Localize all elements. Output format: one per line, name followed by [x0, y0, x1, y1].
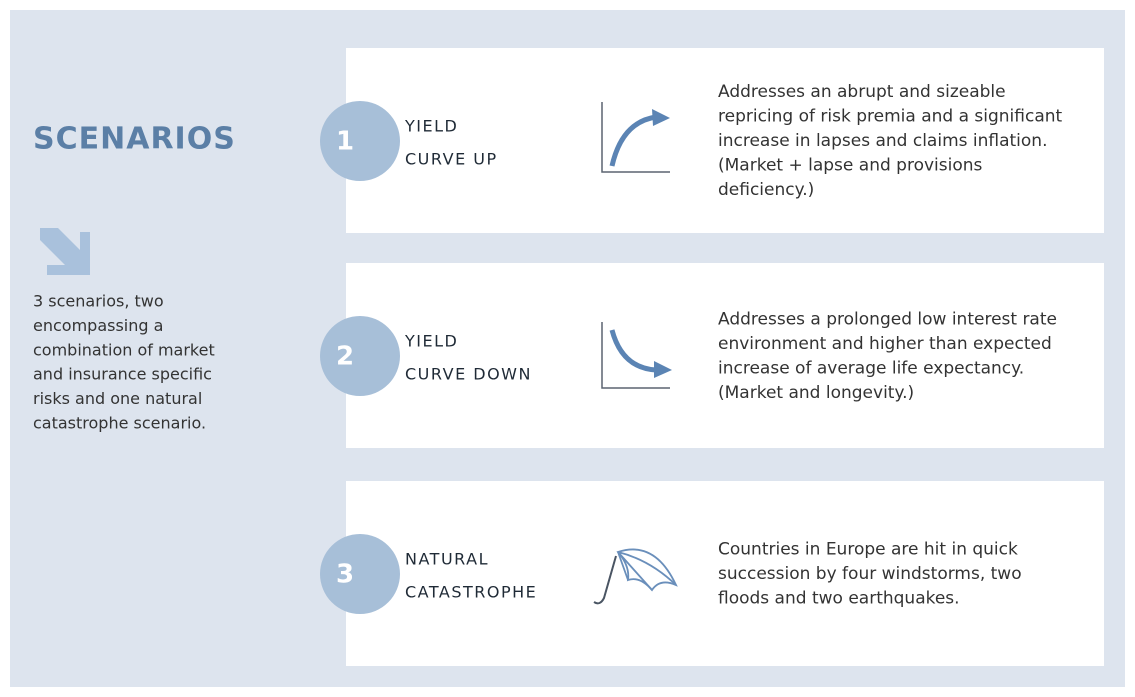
scenario-description: succession by four windstorms, two [718, 564, 1022, 584]
scenario-description: deficiency.) [718, 180, 814, 200]
scenario-description: (Market and longevity.) [718, 383, 914, 403]
sidebar-line: risks and one natural [33, 389, 202, 408]
scenario-card [346, 48, 1104, 233]
scenario-title: NATURAL [405, 550, 489, 569]
scenario-title: CURVE UP [405, 150, 498, 169]
number-badge [320, 316, 400, 396]
scenario-description: (Market + lapse and provisions [718, 156, 983, 176]
scenario-title: YIELD [404, 117, 458, 136]
scenario-description: Addresses a prolonged low interest rate [718, 309, 1057, 329]
scenario-description: environment and higher than expected [718, 334, 1052, 354]
scenario-description: Countries in Europe are hit in quick [718, 540, 1018, 560]
sidebar-line: 3 scenarios, two [33, 292, 164, 311]
scenario-number: 3 [336, 560, 354, 590]
icon-curve-down [601, 322, 672, 389]
scenario-number: 2 [336, 342, 354, 372]
scenario-number: 1 [336, 127, 354, 157]
scenario-card [346, 481, 1104, 666]
sidebar-line: encompassing a [33, 316, 163, 335]
sidebar: 3 scenarios, two encompassing a combinatio… [33, 292, 215, 433]
icon-umbrella [593, 548, 678, 605]
title: SCENARIOS [33, 122, 236, 157]
icon-curve-up [601, 102, 670, 173]
scenario-description: repricing of risk premia and a significa… [718, 107, 1063, 127]
scenario-title: CURVE DOWN [405, 365, 532, 384]
scenario-description: increase in lapses and claims inflation. [718, 131, 1047, 151]
number-badge [320, 534, 400, 614]
scenario-title: CATASTROPHE [405, 583, 537, 602]
sidebar-line: and insurance specific [33, 365, 212, 384]
scenario-description: floods and two earthquakes. [718, 589, 960, 609]
scenario-card [346, 263, 1104, 448]
sidebar-line: combination of market [33, 340, 215, 359]
number-badge [320, 101, 400, 181]
scenario-title: YIELD [404, 332, 458, 351]
scenario-description: Addresses an abrupt and sizeable [718, 82, 1006, 102]
scenario-list: 1 YIELD CURVE UP Addresses an abrupt and si… [320, 48, 1104, 666]
sidebar-line: catastrophe scenario. [33, 414, 206, 433]
scenario-description: increase of average life expectancy. [718, 358, 1024, 378]
arrow-icon [40, 228, 90, 275]
